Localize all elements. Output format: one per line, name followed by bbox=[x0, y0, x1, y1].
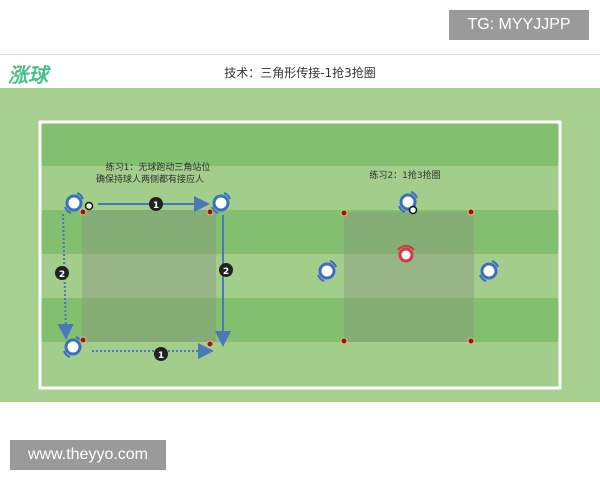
stripe bbox=[40, 166, 560, 210]
step-badge: 1 bbox=[154, 347, 168, 361]
drill2-grid bbox=[344, 212, 474, 342]
header: 涨球 技术：三角形传接-1抢3抢圈 bbox=[0, 54, 600, 89]
drill1-label-2: 确保持球人两侧都有接应人 bbox=[96, 173, 204, 185]
drill2-label: 练习2：1抢3抢圈 bbox=[369, 169, 440, 181]
cone-icon bbox=[79, 208, 475, 348]
step-badge: 1 bbox=[149, 197, 163, 211]
stripe bbox=[40, 298, 560, 342]
step-badge: 2 bbox=[219, 263, 233, 277]
defender-icon bbox=[397, 245, 415, 263]
drill1-grid bbox=[82, 210, 216, 342]
watermark-top: TG: MYYJJPP bbox=[449, 10, 589, 40]
page-title: 技术：三角形传接-1抢3抢圈 bbox=[224, 66, 376, 80]
svg-text:1: 1 bbox=[153, 201, 159, 211]
drill1-label-1: 练习1：无球跑动三角站位 bbox=[106, 161, 211, 173]
logo: 涨球 bbox=[8, 63, 48, 87]
ball-icon bbox=[84, 201, 418, 215]
stripe bbox=[40, 342, 560, 388]
watermark-bottom: www.theyyo.com bbox=[10, 440, 166, 470]
stripe bbox=[40, 210, 560, 254]
stripe bbox=[40, 254, 560, 298]
step-badge: 2 bbox=[55, 266, 69, 280]
field-boundary bbox=[38, 120, 562, 390]
pitch-diagram: 练习1：无球跑动三角站位 确保持球人两侧都有接应人 练习2：1抢3抢圈 1 2 … bbox=[0, 88, 600, 402]
stripe bbox=[40, 122, 560, 166]
svg-text:2: 2 bbox=[223, 267, 229, 277]
svg-text:1: 1 bbox=[158, 351, 164, 361]
svg-text:2: 2 bbox=[59, 270, 65, 280]
